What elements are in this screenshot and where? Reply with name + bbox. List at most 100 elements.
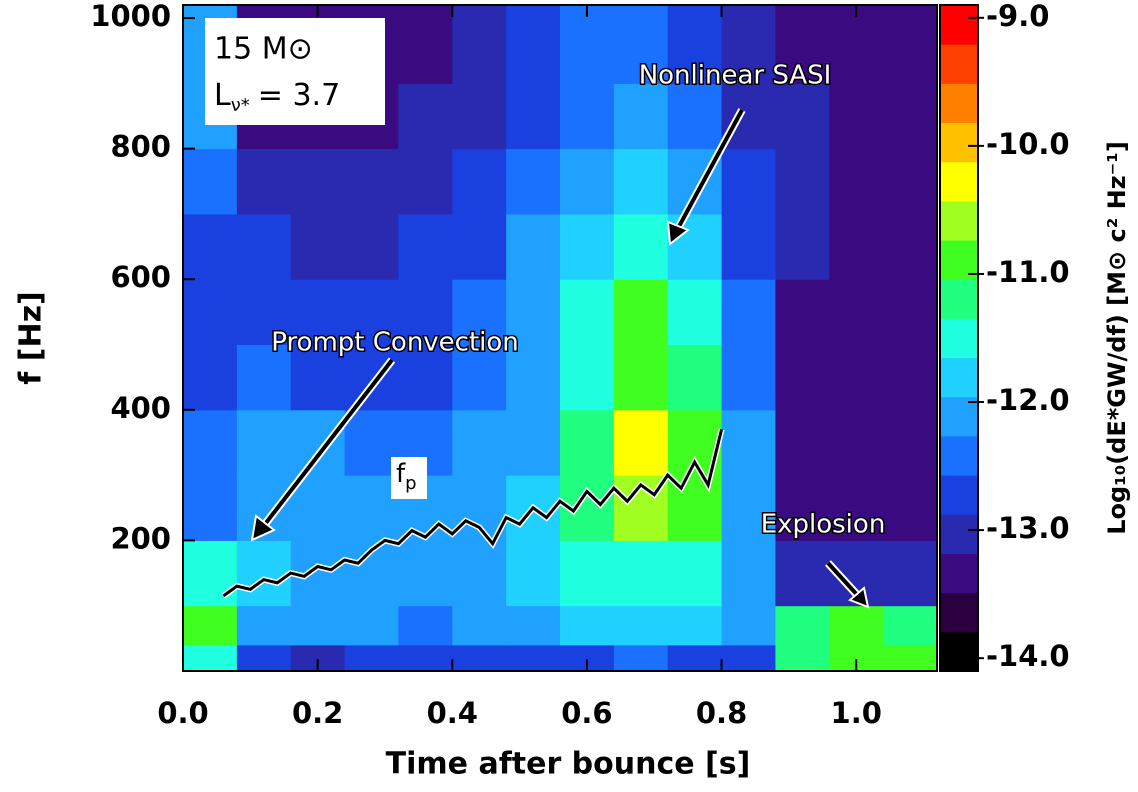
heat-cell [452, 644, 507, 672]
heat-cell [613, 409, 669, 476]
heat-cell [398, 540, 453, 607]
heat-cell [452, 279, 507, 346]
heat-cell [883, 5, 938, 84]
heat-cell [398, 644, 453, 672]
heat-cell [613, 83, 669, 150]
heat-cell [183, 213, 238, 280]
heat-cell [344, 148, 399, 215]
heat-cell [721, 644, 776, 672]
heat-cell [398, 279, 453, 346]
heat-cell [236, 644, 292, 672]
line-label: fp [396, 459, 417, 495]
axes: 0.0 0.2 0.4 0.6 0.8 1.0 200 400 600 800 1000 -9.0 -1… [90, 0, 1069, 730]
heat-cell [344, 475, 399, 541]
heat-cell [183, 644, 238, 672]
colorbar-band [940, 631, 978, 672]
heat-cell [290, 279, 346, 346]
x-tick-label: 1.0 [831, 696, 882, 730]
heat-cell [775, 83, 830, 150]
heat-cell [775, 148, 830, 215]
heat-cell [344, 409, 399, 476]
colorbar-band [940, 200, 978, 241]
heat-cell [829, 213, 884, 280]
heat-cell [667, 83, 723, 150]
x-tick-label: 0.2 [292, 696, 343, 730]
heat-cell [560, 605, 615, 646]
heat-cell [829, 475, 884, 541]
heat-cell [721, 475, 776, 541]
x-tick-label: 0.4 [427, 696, 478, 730]
heat-cell [344, 605, 399, 646]
heat-cell [452, 148, 507, 215]
fp-line [222, 429, 724, 598]
heat-cell [775, 540, 830, 607]
heat-cell [506, 213, 561, 280]
heat-cell [613, 148, 669, 215]
heat-cell [613, 5, 669, 84]
arrow-head [250, 514, 276, 542]
heat-cell [721, 409, 776, 476]
info-lum: Lν* = 3.7 [214, 78, 340, 117]
plot-frame [182, 4, 938, 672]
line-label-main: f [396, 459, 406, 489]
heat-cell [560, 5, 615, 84]
heat-cell [883, 409, 938, 476]
line-label-sub: p [405, 473, 416, 494]
y-tick-label: 200 [110, 521, 171, 555]
heat-cell [506, 409, 561, 476]
heat-cell [183, 409, 238, 476]
colorbar-band [940, 44, 978, 84]
heat-cell [290, 148, 346, 215]
colorbar-band [940, 435, 978, 476]
heat-cell [183, 475, 238, 541]
heat-cell [236, 540, 292, 607]
heat-cell [290, 475, 346, 541]
info-box [205, 18, 385, 125]
heat-cell [506, 148, 561, 215]
heat-cell [452, 83, 507, 150]
heat-cell [721, 148, 776, 215]
heat-cell [775, 605, 830, 646]
heat-cell [775, 5, 830, 84]
colorbar-band [940, 83, 978, 124]
colorbar-band [940, 318, 978, 359]
heat-cell [613, 644, 669, 672]
arrow-head [848, 586, 870, 609]
heat-cell [775, 409, 830, 476]
colorbar-band [940, 279, 978, 319]
colorbar-band [940, 161, 978, 202]
heat-cell [667, 644, 723, 672]
arrow [260, 358, 394, 530]
heat-cell [667, 540, 723, 607]
heat-cell [613, 344, 669, 411]
colorbar-band [940, 553, 978, 594]
colorbar-band [940, 592, 978, 633]
annotation: Prompt Convection [271, 328, 519, 358]
heat-cell [290, 213, 346, 280]
heat-cell [721, 344, 776, 411]
heat-cell [236, 279, 292, 346]
colorbar-band [940, 5, 978, 45]
lum-value: = 3.7 [258, 78, 340, 113]
arrow [826, 561, 862, 600]
heat-cell [398, 83, 453, 150]
heat-cell [775, 344, 830, 411]
x-tick-label: 0.6 [561, 696, 612, 730]
heat-cell [506, 605, 561, 646]
annotation: Explosion [761, 510, 886, 540]
heat-cell [560, 148, 615, 215]
arrow-head [666, 220, 690, 246]
heat-cell [506, 279, 561, 346]
heat-cell [344, 213, 399, 280]
heat-cell [398, 605, 453, 646]
arrow [674, 109, 744, 233]
heat-cell [829, 279, 884, 346]
heat-cell [506, 540, 561, 607]
heat-cell [883, 644, 938, 672]
heat-cell [398, 148, 453, 215]
heat-cell [667, 5, 723, 84]
heat-cell [183, 148, 238, 215]
colorbar-title: Log₁₀(dE*GW/df) [M⊙ c² Hz⁻¹] [1103, 141, 1131, 535]
heat-cell [560, 540, 615, 607]
heat-cell [883, 540, 938, 607]
